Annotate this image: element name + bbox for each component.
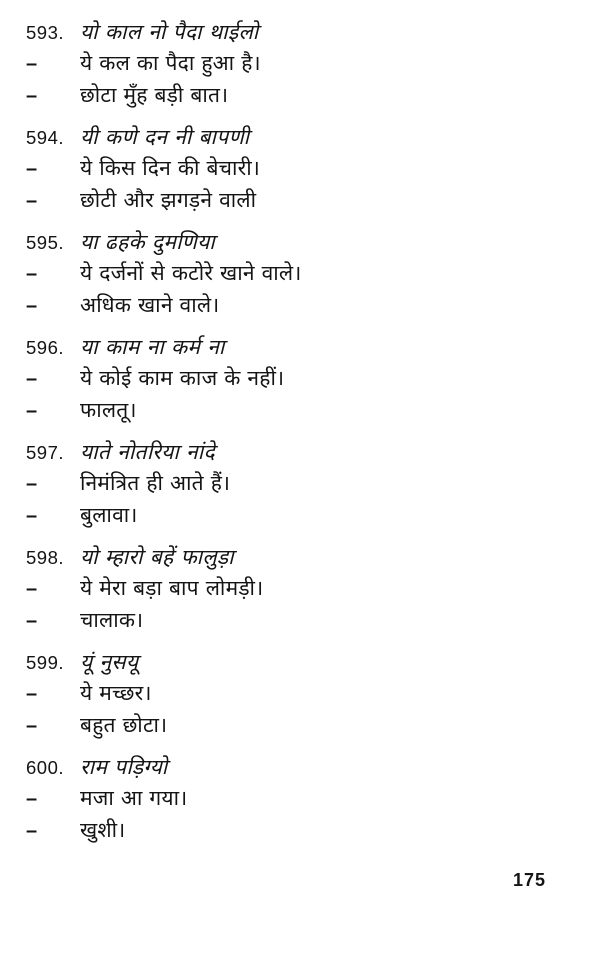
entry-headword: या काम ना कर्म ना <box>80 335 225 359</box>
dash-marker: – <box>26 263 38 285</box>
dash-marker: – <box>26 368 38 390</box>
entry-meaning: ये किस दिन की बेचारी। <box>80 156 261 180</box>
entry-meaning: मजा आ गया। <box>80 786 188 810</box>
proverb-entry-595: 595. या ढहके दुमणिया – ये दर्जनों से कटो… <box>26 227 580 322</box>
entry-meaning: बहुत छोटा। <box>80 713 168 737</box>
proverb-entry-594: 594. यी कणे दन नी बापणी – ये किस दिन की … <box>26 122 580 217</box>
dash-marker: – <box>26 190 38 212</box>
entry-headword: यो काल नो पैदा थाईलो <box>80 20 259 44</box>
entry-meaning: अधिक खाने वाले। <box>80 293 220 317</box>
proverb-entry-600: 600. राम पड़िग्यो – मजा आ गया। – खुशी। <box>26 752 580 847</box>
dash-marker: – <box>26 295 38 317</box>
entry-headword: यी कणे दन नी बापणी <box>80 125 250 149</box>
entry-meaning: फालतू। <box>80 398 137 422</box>
dash-marker: – <box>26 715 38 737</box>
entry-headword: राम पड़िग्यो <box>80 755 168 779</box>
entry-meaning: निमंत्रित ही आते हैं। <box>80 471 231 495</box>
entry-number: 597. <box>26 442 65 463</box>
dash-marker: – <box>26 473 38 495</box>
entry-meaning: ये कल का पैदा हुआ है। <box>80 51 261 75</box>
proverb-entry-599: 599. यूं नुसयू – ये मच्छर। – बहुत छोटा। <box>26 647 580 742</box>
entry-number: 594. <box>26 127 65 148</box>
entry-number: 600. <box>26 757 65 778</box>
entry-number: 599. <box>26 652 65 673</box>
entry-meaning: ये कोई काम काज के नहीं। <box>80 366 285 390</box>
dash-marker: – <box>26 85 38 107</box>
dash-marker: – <box>26 610 38 632</box>
dash-marker: – <box>26 788 38 810</box>
page-number: 175 <box>513 870 547 890</box>
entry-headword: यूं नुसयू <box>80 650 139 674</box>
dash-marker: – <box>26 53 38 75</box>
dash-marker: – <box>26 505 38 527</box>
entry-meaning: बुलावा। <box>80 503 138 527</box>
entry-meaning: छोटा मुँह बड़ी बात। <box>80 83 229 107</box>
proverb-entry-598: 598. यो म्हारो बहें फालुड़ा – ये मेरा बड… <box>26 542 580 637</box>
proverb-entry-596: 596. या काम ना कर्म ना – ये कोई काम काज … <box>26 332 580 427</box>
entry-meaning: ये दर्जनों से कटोरे खाने वाले। <box>80 261 302 285</box>
dash-marker: – <box>26 820 38 842</box>
entry-headword: याते नोतरिया नांदे <box>80 440 215 464</box>
entry-headword: यो म्हारो बहें फालुड़ा <box>80 545 234 569</box>
dash-marker: – <box>26 400 38 422</box>
proverb-entry-597: 597. याते नोतरिया नांदे – निमंत्रित ही आ… <box>26 437 580 532</box>
entry-meaning: छोटी और झगड़ने वाली <box>80 188 257 212</box>
entry-number: 593. <box>26 22 65 43</box>
dash-marker: – <box>26 578 38 600</box>
dash-marker: – <box>26 683 38 705</box>
dash-marker: – <box>26 158 38 180</box>
entry-number: 598. <box>26 547 65 568</box>
entry-meaning: खुशी। <box>80 818 126 842</box>
entry-number: 595. <box>26 232 65 253</box>
entry-meaning: ये मेरा बड़ा बाप लोमड़ी। <box>80 576 264 600</box>
entry-meaning: ये मच्छर। <box>80 681 152 705</box>
entry-number: 596. <box>26 337 65 358</box>
entry-headword: या ढहके दुमणिया <box>80 230 216 254</box>
entry-meaning: चालाक। <box>80 608 144 632</box>
proverb-entry-593: 593. यो काल नो पैदा थाईलो – ये कल का पैद… <box>26 17 580 112</box>
proverb-list: 593. यो काल नो पैदा थाईलो – ये कल का पैद… <box>26 17 580 847</box>
